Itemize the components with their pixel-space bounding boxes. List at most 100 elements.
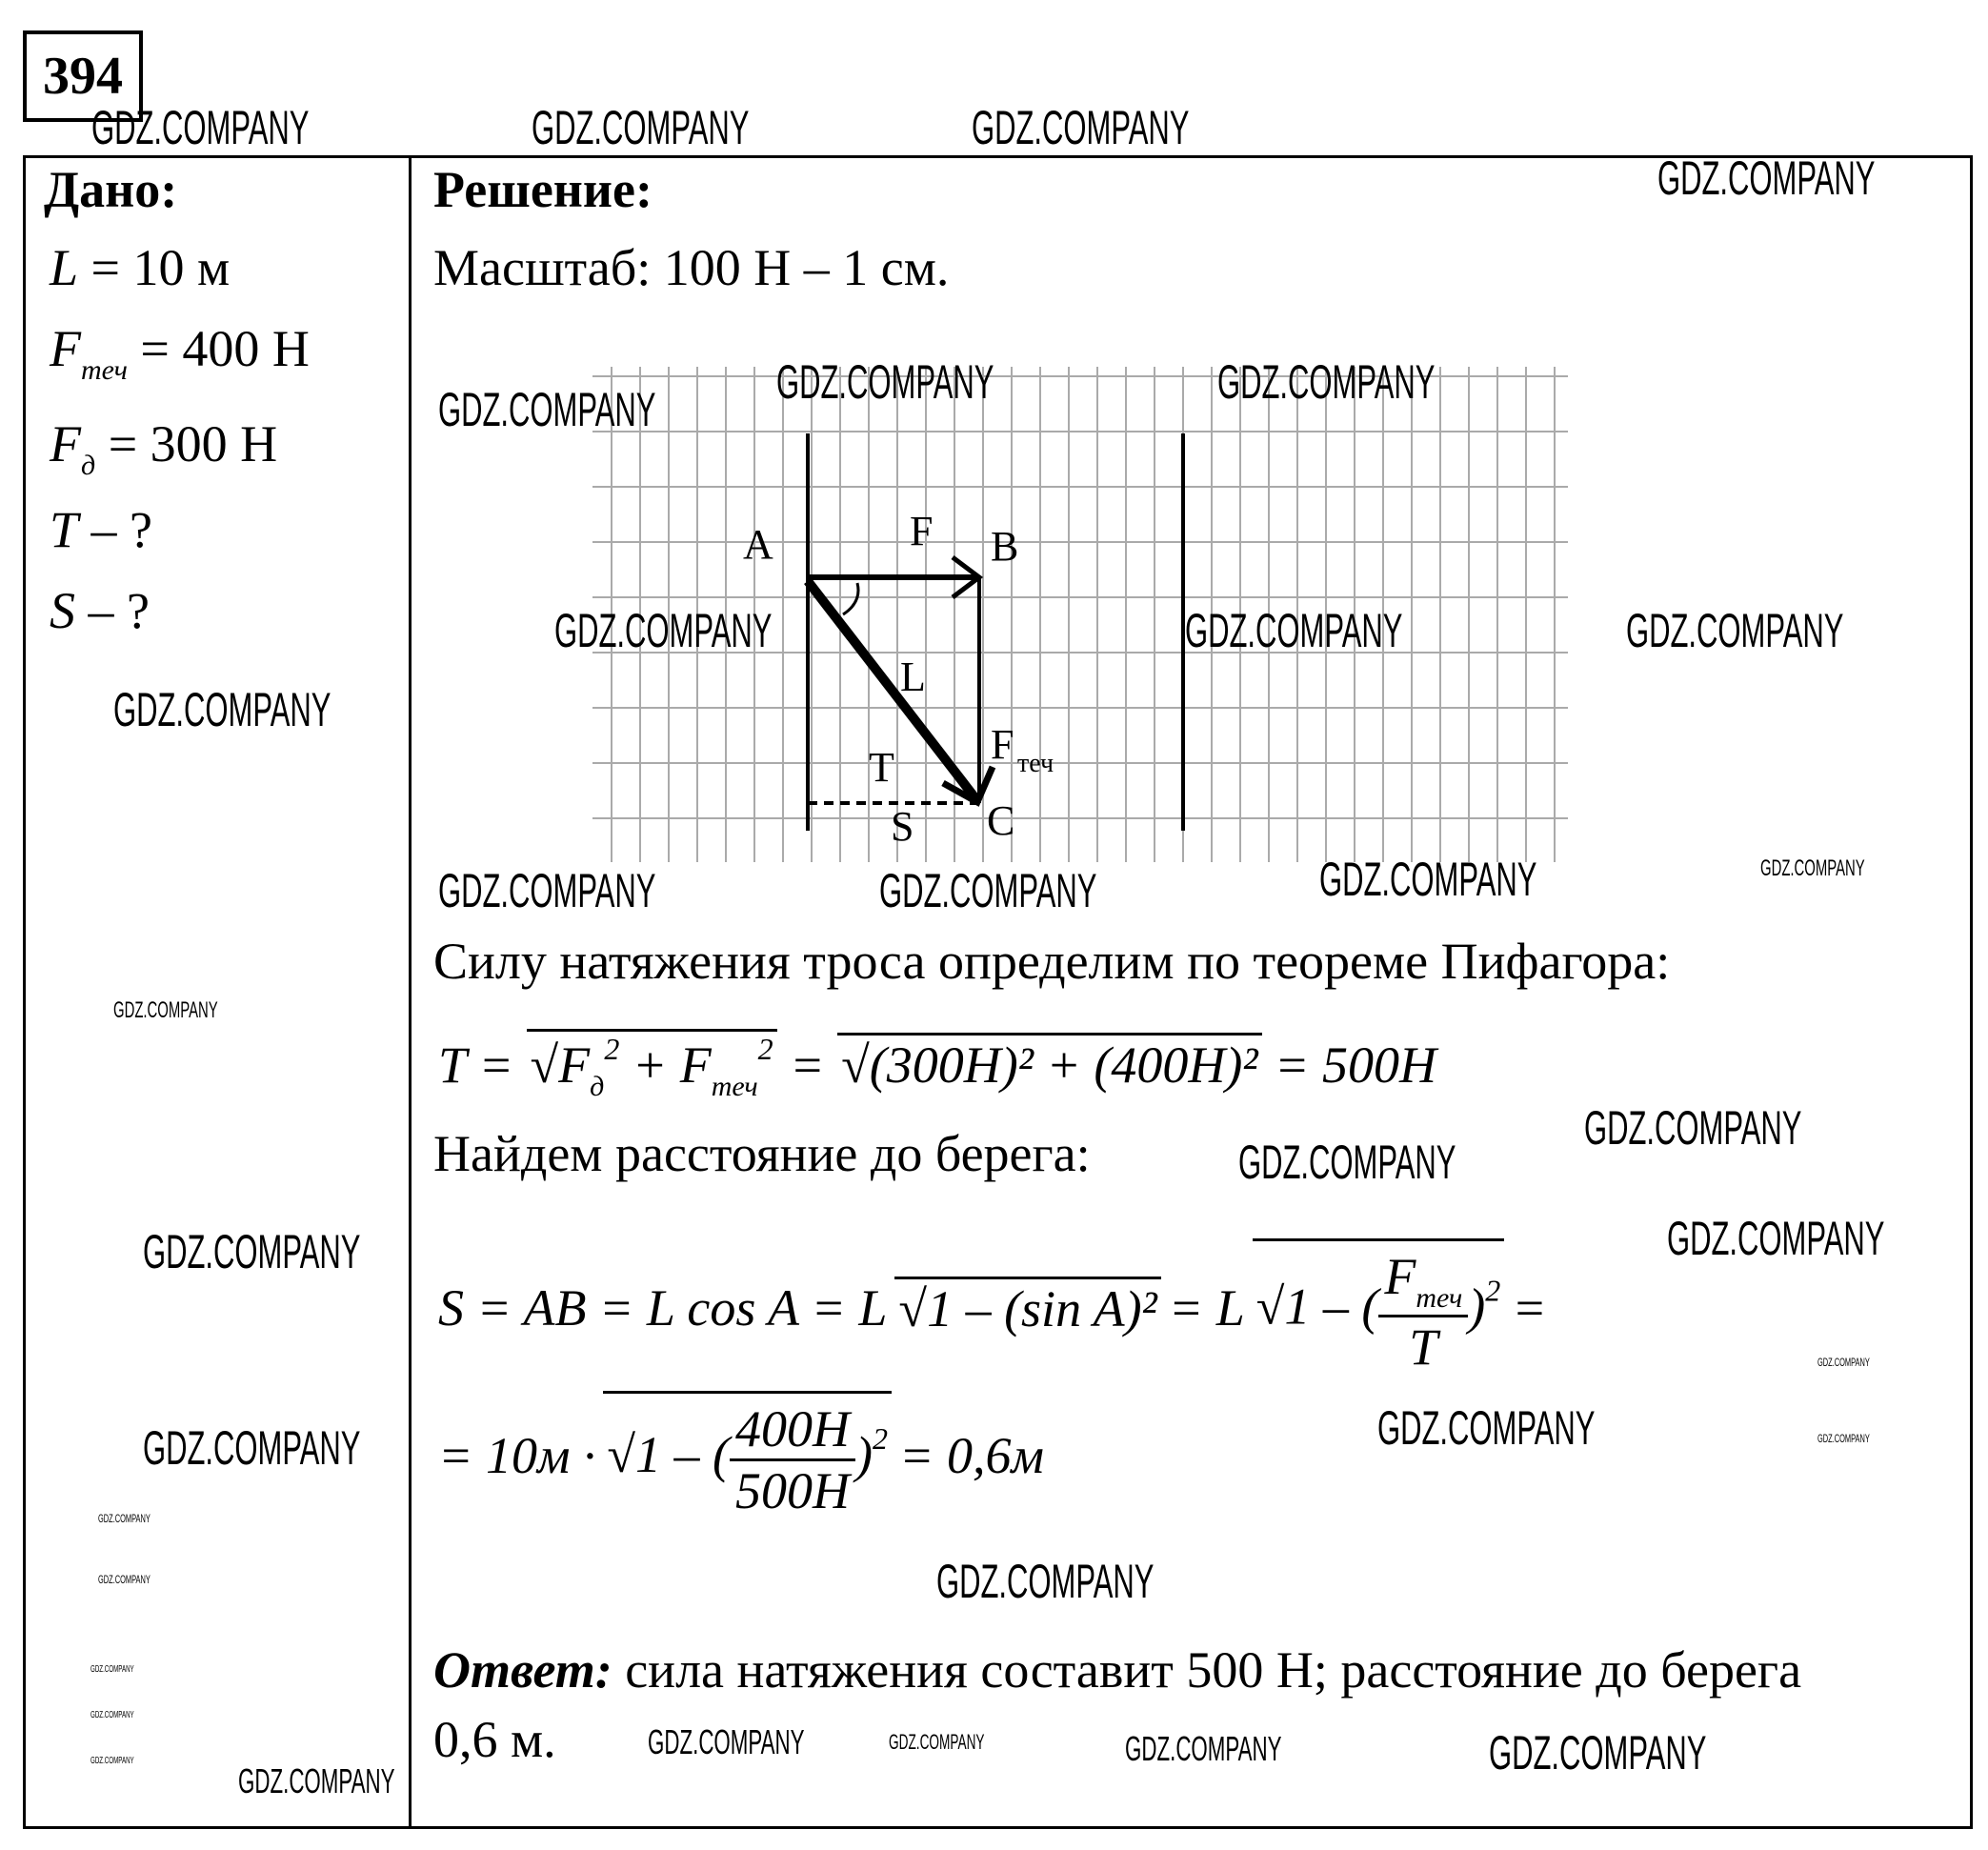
given-item: Fд = 300 Н (50, 414, 277, 482)
formula-S-line1: S = AB = L cos A = L √1 – (sin A)² = L √… (438, 1238, 1547, 1377)
s-tail: = (1512, 1278, 1547, 1337)
watermark: GDZ.COMPANY (1125, 1729, 1282, 1768)
sqrt-values-content: (300H)² + (400H)² (869, 1036, 1258, 1094)
frac-den: T (1409, 1318, 1438, 1376)
given-value: = 10 м (90, 239, 231, 296)
watermark: GDZ.COMPANY (1319, 853, 1537, 906)
problem-number: 394 (23, 30, 143, 122)
label-T: T (869, 744, 894, 791)
given-item: T – ? (50, 500, 152, 559)
f-flow: + F (632, 1036, 712, 1094)
exp: 2 (1485, 1273, 1501, 1308)
watermark: GDZ.COMPANY (91, 101, 310, 154)
watermark: GDZ.COMPANY (648, 1722, 805, 1761)
watermark: GDZ.COMPANY (98, 1573, 151, 1586)
s-part2: = L (1168, 1278, 1245, 1337)
sqrt-numeric: √1 – (400H 500H)2 (603, 1391, 893, 1520)
solution-frame (23, 155, 1973, 1829)
given-value: – ? (88, 582, 150, 639)
equals: = (790, 1036, 825, 1094)
given-value: – ? (90, 501, 153, 558)
given-var: L (50, 239, 79, 296)
frac-num: 400H (730, 1399, 856, 1461)
fraction-400-500: 400H 500H (730, 1399, 856, 1520)
sqrt-forces: √Fд2 + Fтеч2 (526, 1029, 777, 1103)
sqrt-sin: √1 – (sin A)² (894, 1277, 1161, 1338)
watermark: GDZ.COMPANY (1817, 1356, 1870, 1369)
pythagoras-text: Силу натяжения троса определим по теорем… (433, 933, 1671, 990)
watermark: GDZ.COMPANY (776, 355, 994, 409)
given-value: = 400 Н (140, 320, 310, 377)
given-item: Fтеч = 400 Н (50, 319, 310, 387)
one-minus: 1 – (1284, 1277, 1349, 1336)
label-F: F (910, 508, 933, 554)
label-Fflow: F (991, 721, 1014, 768)
exp: 2 (757, 1032, 773, 1066)
label-B: B (991, 523, 1018, 570)
watermark: GDZ.COMPANY (113, 683, 331, 736)
given-var: T (50, 501, 79, 558)
label-L: L (900, 654, 926, 700)
frac-num: F (1384, 1248, 1416, 1305)
s2-lead: = 10м · (438, 1427, 596, 1484)
given-sub: д (81, 450, 96, 481)
watermark: GDZ.COMPANY (1667, 1212, 1885, 1265)
sqrt-sin-content: 1 – (sin A)² (927, 1280, 1157, 1337)
watermark: GDZ.COMPANY (1584, 1101, 1802, 1155)
distance-text: Найдем расстояние до берега: (433, 1125, 1091, 1182)
given-var: F (50, 415, 81, 473)
angle-arc (842, 582, 860, 616)
watermark: GDZ.COMPANY (113, 997, 218, 1023)
watermark: GDZ.COMPANY (90, 1664, 134, 1675)
column-divider (409, 155, 412, 1829)
scale-text: Масштаб: 100 Н – 1 см. (433, 239, 950, 296)
watermark: GDZ.COMPANY (972, 101, 1190, 154)
watermark: GDZ.COMPANY (889, 1730, 985, 1754)
s2-result: = 0,6м (899, 1427, 1044, 1484)
given-var: F (50, 320, 81, 377)
watermark: GDZ.COMPANY (1185, 604, 1403, 657)
given-item: S – ? (50, 581, 150, 640)
fraction-F-T: Fтеч T (1378, 1247, 1469, 1377)
f-d-sub: д (590, 1071, 605, 1102)
frac-den: 500H (735, 1462, 851, 1519)
vector-T (804, 577, 979, 802)
s-part1: S = AB = L cos A = L (438, 1278, 888, 1337)
watermark: GDZ.COMPANY (1626, 604, 1844, 657)
given-var: S (50, 582, 75, 639)
watermark: GDZ.COMPANY (438, 383, 656, 436)
watermark: GDZ.COMPANY (98, 1512, 151, 1525)
label-C: C (987, 797, 1014, 844)
formula-T-result: = 500H (1275, 1036, 1436, 1094)
f-flow-sub: теч (711, 1071, 758, 1102)
sqrt-values: √(300H)² + (400H)² (837, 1033, 1262, 1095)
watermark: GDZ.COMPANY (90, 1756, 134, 1766)
given-value: = 300 Н (108, 415, 278, 473)
watermark: GDZ.COMPANY (1817, 1432, 1870, 1445)
watermark: GDZ.COMPANY (90, 1710, 134, 1720)
sqrt-ratio: √1 – (Fтеч T)2 (1252, 1238, 1505, 1377)
watermark: GDZ.COMPANY (143, 1421, 361, 1475)
watermark: GDZ.COMPANY (1657, 151, 1876, 205)
watermark: GDZ.COMPANY (438, 864, 656, 917)
watermark: GDZ.COMPANY (1377, 1401, 1596, 1455)
frac-num-sub: теч (1416, 1282, 1463, 1314)
answer-line1: Ответ: сила натяжения составит 500 Н; ра… (433, 1640, 1801, 1699)
label-S: S (891, 803, 914, 850)
label-Fflow-sub: теч (1017, 749, 1054, 778)
formula-S-line2: = 10м · √1 – (400H 500H)2 = 0,6м (438, 1391, 1044, 1520)
watermark: GDZ.COMPANY (532, 101, 750, 154)
answer-line2: 0,6 м. (433, 1711, 556, 1768)
one-minus: 1 – (635, 1425, 700, 1483)
watermark: GDZ.COMPANY (879, 864, 1097, 917)
watermark: GDZ.COMPANY (1238, 1136, 1456, 1189)
label-A: A (743, 521, 773, 568)
exp: 2 (604, 1032, 620, 1066)
answer-text: сила натяжения составит 500 Н; расстояни… (625, 1641, 1802, 1699)
given-item: L = 10 м (50, 238, 230, 297)
watermark: GDZ.COMPANY (238, 1761, 395, 1800)
watermark: GDZ.COMPANY (1489, 1726, 1707, 1780)
f-d: F (558, 1036, 591, 1094)
formula-T-lhs: T = (438, 1036, 513, 1094)
